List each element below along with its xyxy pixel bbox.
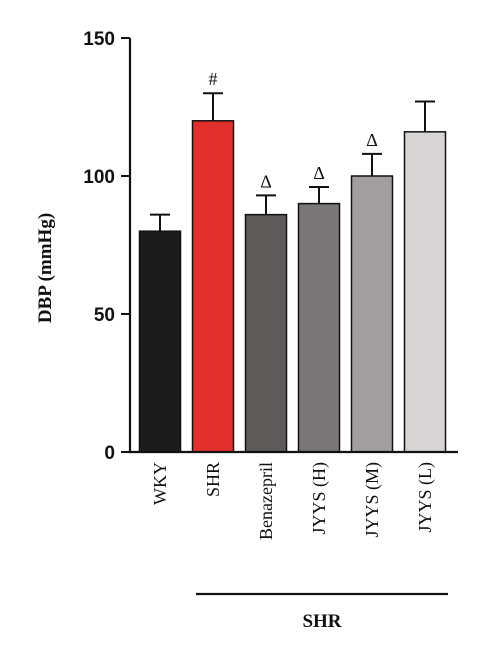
x-category-label: JYYS (L) [415,462,436,533]
error-bars-layer [150,92,435,232]
bar-wky [138,230,182,453]
y-axis-title: DBP (mmHg) [35,213,56,323]
x-category-label: SHR [203,462,223,497]
significance-marker: Δ [260,171,272,191]
y-tick-label: 50 [94,305,115,326]
bar-jyys-l [403,131,447,453]
annotations-layer: # Δ Δ Δ [209,69,378,191]
bar-shr [191,120,235,453]
x-labels-layer: WKY SHR Benazepril JYYS (H) JYYS (M) JYYS (L) [150,462,436,540]
x-category-label: WKY [150,462,170,505]
group-label: SHR [302,611,341,632]
bar-benazepril [244,213,288,453]
x-category-label: Benazepril [256,462,276,540]
y-tick-label: 100 [83,167,115,188]
significance-marker: # [209,69,218,89]
bars-layer [138,120,447,453]
bar-jyys-h [297,202,341,453]
y-ticks-layer: 0 50 100 150 [83,29,130,464]
x-category-label: JYYS (M) [362,462,383,538]
significance-marker: Δ [313,163,325,183]
y-tick-label: 150 [83,29,115,50]
x-category-label: JYYS (H) [309,462,330,535]
y-tick-label: 0 [104,443,115,464]
bar-jyys-m [350,175,394,453]
significance-marker: Δ [366,130,378,150]
